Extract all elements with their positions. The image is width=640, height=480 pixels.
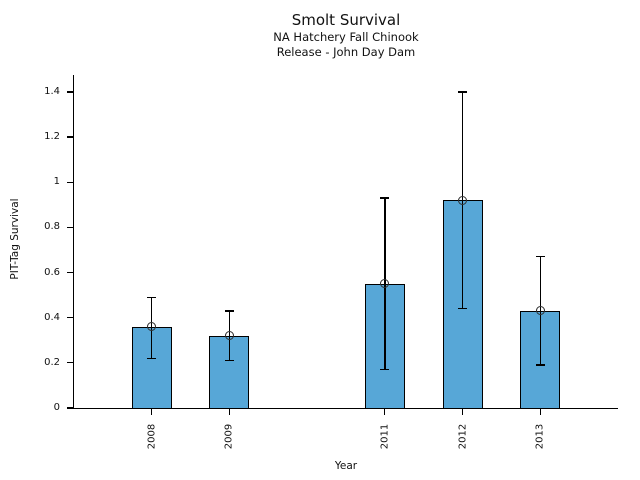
- x-tick-mark-2013: [539, 408, 541, 415]
- error-bar-cap-bottom-2013: [535, 364, 545, 366]
- error-bar-cap-top-2009: [224, 310, 234, 312]
- point-marker-2013: [535, 306, 545, 316]
- y-tick-mark: [66, 181, 74, 183]
- bar-2009: [209, 335, 250, 409]
- y-tick-mark: [66, 136, 74, 138]
- y-tick-mark: [66, 271, 74, 274]
- y-tick-label: 0.8: [44, 221, 60, 233]
- y-tick-mark: [66, 91, 74, 93]
- error-bar-cap-top-2011: [380, 197, 390, 199]
- chart-subtitle-line1: NA Hatchery Fall Chinook: [273, 30, 419, 44]
- error-bar-cap-bottom-2012: [458, 307, 468, 310]
- y-tick-label: 1.2: [44, 131, 60, 143]
- point-marker-2012: [458, 195, 468, 205]
- point-marker-2008: [147, 322, 157, 332]
- y-tick-mark: [66, 226, 74, 228]
- y-tick-label: 1.4: [44, 85, 60, 97]
- y-tick-label: 0.2: [44, 356, 60, 368]
- y-tick-label: 0.4: [44, 311, 60, 323]
- y-tick-label: 1: [53, 176, 60, 188]
- y-tick-mark: [66, 407, 74, 409]
- error-bar-cap-top-2008: [147, 296, 157, 299]
- x-tick-mark-2008: [151, 408, 153, 415]
- x-tick-mark-2011: [384, 408, 386, 415]
- y-axis-line: [73, 75, 75, 409]
- y-tick-label: 0.6: [44, 266, 60, 278]
- x-tick-mark-2012: [461, 408, 464, 415]
- x-axis-line: [73, 407, 618, 409]
- error-bar-cap-top-2012: [458, 91, 468, 93]
- x-tick-label-2008: 2008: [146, 423, 158, 450]
- chart-subtitle-line2: Release - John Day Dam: [276, 45, 416, 59]
- x-tick-mark-2009: [228, 408, 231, 415]
- error-bar-cap-top-2013: [535, 256, 545, 258]
- x-tick-label-2012: 2012: [457, 423, 469, 450]
- x-tick-label-2009: 2009: [223, 423, 235, 450]
- point-marker-2009: [224, 331, 234, 341]
- x-tick-label-2011: 2011: [379, 423, 391, 450]
- y-tick-mark: [66, 362, 74, 364]
- x-axis-label: Year: [334, 460, 358, 472]
- error-bar-cap-bottom-2009: [224, 359, 234, 362]
- y-tick-label: 0: [53, 402, 60, 413]
- chart-title: Smolt Survival: [291, 11, 401, 29]
- point-marker-2011: [380, 279, 390, 289]
- x-tick-label-2013: 2013: [534, 423, 546, 450]
- error-bar-cap-bottom-2011: [380, 368, 390, 371]
- y-tick-mark: [66, 317, 74, 319]
- error-bar-cap-bottom-2008: [147, 357, 157, 360]
